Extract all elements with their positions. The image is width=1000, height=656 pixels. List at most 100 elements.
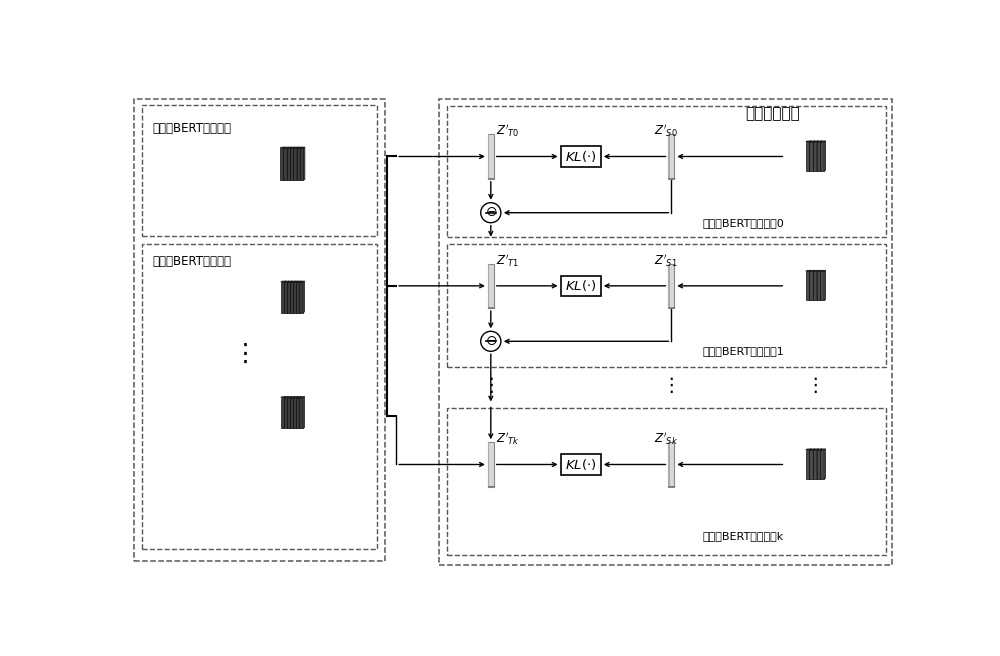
Polygon shape [296, 398, 300, 428]
Polygon shape [817, 449, 822, 450]
Polygon shape [287, 148, 290, 180]
FancyBboxPatch shape [668, 264, 674, 308]
Polygon shape [281, 397, 286, 398]
FancyBboxPatch shape [488, 442, 489, 487]
Polygon shape [280, 148, 284, 180]
Polygon shape [813, 270, 818, 271]
Polygon shape [296, 281, 301, 282]
Text: 学生模型队列: 学生模型队列 [745, 107, 800, 121]
Polygon shape [297, 397, 298, 428]
Polygon shape [813, 141, 818, 142]
Text: ⋮: ⋮ [805, 376, 824, 395]
FancyBboxPatch shape [488, 134, 489, 179]
Polygon shape [820, 142, 824, 171]
Polygon shape [280, 147, 285, 148]
Polygon shape [817, 141, 822, 142]
Polygon shape [303, 397, 304, 428]
Polygon shape [813, 142, 817, 171]
Polygon shape [303, 147, 305, 180]
Polygon shape [293, 281, 298, 282]
Polygon shape [820, 271, 824, 300]
Polygon shape [809, 142, 813, 171]
Polygon shape [806, 271, 810, 300]
Polygon shape [806, 141, 811, 142]
Text: 单语言BERT教师模型: 单语言BERT教师模型 [152, 255, 231, 268]
Text: 多语言BERT学生模型1: 多语言BERT学生模型1 [702, 346, 784, 356]
Polygon shape [290, 397, 295, 398]
Polygon shape [817, 142, 821, 171]
Text: $KL(\cdot)$: $KL(\cdot)$ [565, 457, 596, 472]
FancyBboxPatch shape [668, 134, 670, 179]
Polygon shape [299, 397, 304, 398]
Polygon shape [821, 270, 822, 300]
Polygon shape [300, 281, 301, 313]
Text: $\ominus$: $\ominus$ [485, 205, 497, 219]
FancyBboxPatch shape [668, 442, 674, 487]
Polygon shape [296, 397, 301, 398]
Text: $Z'_{T0}$: $Z'_{T0}$ [496, 123, 520, 139]
Polygon shape [288, 281, 289, 313]
Polygon shape [300, 397, 301, 428]
Polygon shape [821, 141, 822, 171]
Polygon shape [284, 281, 286, 313]
Circle shape [481, 203, 501, 222]
Polygon shape [817, 450, 821, 479]
Polygon shape [809, 141, 815, 142]
Polygon shape [824, 141, 826, 171]
Polygon shape [300, 148, 303, 180]
Polygon shape [820, 450, 824, 479]
Polygon shape [817, 270, 822, 271]
FancyBboxPatch shape [668, 134, 674, 179]
Polygon shape [293, 147, 298, 148]
Polygon shape [297, 147, 302, 148]
Text: $Z'_{S1}$: $Z'_{S1}$ [654, 252, 678, 269]
Polygon shape [297, 281, 298, 313]
Polygon shape [824, 270, 826, 300]
FancyBboxPatch shape [668, 442, 670, 487]
Polygon shape [293, 397, 298, 398]
Text: $Z'_{T1}$: $Z'_{T1}$ [496, 252, 520, 269]
FancyBboxPatch shape [488, 442, 494, 487]
Text: $KL(\cdot)$: $KL(\cdot)$ [565, 149, 596, 164]
Polygon shape [284, 398, 288, 428]
Text: $Z'_{S0}$: $Z'_{S0}$ [654, 123, 678, 139]
Polygon shape [300, 147, 302, 180]
Polygon shape [299, 282, 303, 313]
Polygon shape [817, 141, 818, 171]
FancyBboxPatch shape [561, 276, 601, 296]
Polygon shape [284, 282, 288, 313]
Polygon shape [293, 282, 297, 313]
Polygon shape [297, 148, 300, 180]
Polygon shape [290, 147, 292, 180]
Polygon shape [820, 449, 826, 450]
Polygon shape [809, 271, 813, 300]
Polygon shape [283, 148, 287, 180]
Text: $Z'_{Tk}$: $Z'_{Tk}$ [496, 431, 520, 447]
Polygon shape [813, 141, 815, 171]
Polygon shape [806, 142, 810, 171]
Polygon shape [294, 281, 295, 313]
Polygon shape [809, 270, 815, 271]
Polygon shape [294, 397, 295, 428]
Polygon shape [287, 281, 292, 282]
Polygon shape [813, 449, 818, 450]
Polygon shape [820, 270, 826, 271]
Polygon shape [290, 147, 295, 148]
Polygon shape [287, 147, 292, 148]
FancyBboxPatch shape [488, 264, 489, 308]
Polygon shape [813, 450, 817, 479]
Polygon shape [813, 449, 815, 479]
Text: 多语言BERT学生模型0: 多语言BERT学生模型0 [702, 218, 784, 228]
Polygon shape [287, 397, 292, 398]
Polygon shape [294, 147, 295, 180]
Polygon shape [810, 449, 811, 479]
Polygon shape [288, 397, 289, 428]
Polygon shape [287, 398, 291, 428]
Polygon shape [290, 398, 294, 428]
Polygon shape [821, 449, 822, 479]
Polygon shape [290, 281, 295, 282]
Polygon shape [284, 147, 285, 180]
Polygon shape [809, 450, 813, 479]
FancyBboxPatch shape [668, 264, 670, 308]
FancyBboxPatch shape [488, 134, 494, 179]
